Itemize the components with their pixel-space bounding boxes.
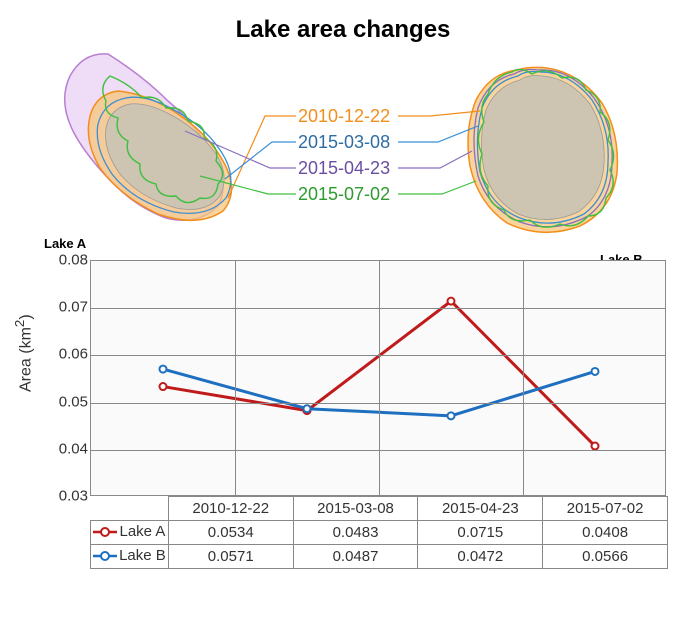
date-label-1: 2015-03-08 xyxy=(298,132,390,153)
y-tick-label: 0.03 xyxy=(28,488,88,505)
data-marker xyxy=(448,412,455,419)
data-marker xyxy=(448,298,455,305)
plot-region xyxy=(90,260,666,496)
data-marker xyxy=(304,405,311,412)
legend-lake-b: Lake B xyxy=(91,545,169,569)
data-marker xyxy=(592,443,599,450)
lake-b-outlines xyxy=(452,58,632,248)
cell: 0.0566 xyxy=(543,545,668,569)
data-marker xyxy=(160,366,167,373)
table-header-row: 2010-12-22 2015-03-08 2015-04-23 2015-07… xyxy=(91,497,668,521)
cell: 0.0483 xyxy=(293,521,418,545)
cell: 0.0408 xyxy=(543,521,668,545)
date-label-2: 2015-04-23 xyxy=(298,158,390,179)
legend-swatch-icon xyxy=(93,550,117,562)
table-row: Lake B 0.0571 0.0487 0.0472 0.0566 xyxy=(91,545,668,569)
lake-a-outlines xyxy=(48,46,268,246)
data-marker xyxy=(592,368,599,375)
legend-swatch-icon xyxy=(93,526,117,538)
legend-label: Lake B xyxy=(119,547,166,564)
legend-label: Lake A xyxy=(119,523,165,540)
y-tick-label: 0.05 xyxy=(28,393,88,410)
lake-a-label: Lake A xyxy=(44,236,86,251)
chart-title: Lake area changes xyxy=(0,16,686,44)
date-label-3: 2015-07-02 xyxy=(298,184,390,205)
cell: 0.0571 xyxy=(168,545,293,569)
col-header: 2010-12-22 xyxy=(168,497,293,521)
area-chart: Area (km2) 2010-12-22 2015-03-08 2015-04… xyxy=(18,260,668,540)
data-table: 2010-12-22 2015-03-08 2015-04-23 2015-07… xyxy=(90,496,668,569)
date-label-0: 2010-12-22 xyxy=(298,106,390,127)
figure-container: Lake area changes xyxy=(0,0,686,631)
y-tick-label: 0.06 xyxy=(28,346,88,363)
lake-outlines-panel: Lake A Lake B 2010-12-22 2015-03-08 2015… xyxy=(0,46,686,246)
col-header: 2015-04-23 xyxy=(418,497,543,521)
cell: 0.0487 xyxy=(293,545,418,569)
legend-lake-a: Lake A xyxy=(91,521,169,545)
table-row: Lake A 0.0534 0.0483 0.0715 0.0408 xyxy=(91,521,668,545)
col-header: 2015-03-08 xyxy=(293,497,418,521)
y-tick-label: 0.07 xyxy=(28,299,88,316)
cell: 0.0715 xyxy=(418,521,543,545)
y-tick-label: 0.04 xyxy=(28,440,88,457)
data-marker xyxy=(160,383,167,390)
cell: 0.0534 xyxy=(168,521,293,545)
col-header: 2015-07-02 xyxy=(543,497,668,521)
y-tick-label: 0.08 xyxy=(28,252,88,269)
cell: 0.0472 xyxy=(418,545,543,569)
